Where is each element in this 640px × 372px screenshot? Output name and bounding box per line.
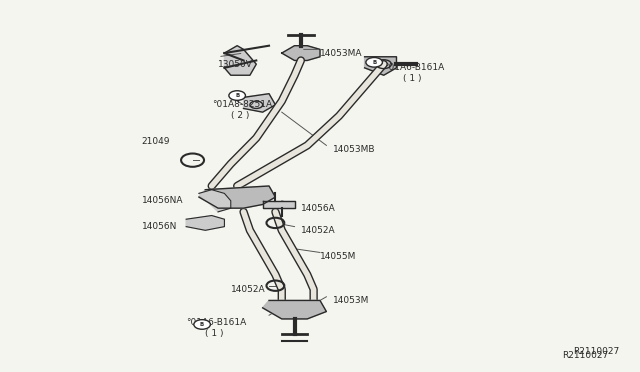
Text: B: B	[200, 322, 204, 327]
Polygon shape	[262, 301, 326, 319]
Text: 14056A: 14056A	[301, 203, 335, 213]
Text: R2110027: R2110027	[573, 347, 620, 356]
Polygon shape	[262, 201, 294, 208]
Text: 13050V: 13050V	[218, 60, 253, 69]
Text: ( 1 ): ( 1 )	[403, 74, 421, 83]
Text: °01A8-8251A: °01A8-8251A	[212, 100, 272, 109]
Text: ( 2 ): ( 2 )	[231, 111, 249, 121]
Text: °01A6-B161A: °01A6-B161A	[186, 318, 246, 327]
Polygon shape	[244, 94, 275, 112]
Text: 14052A: 14052A	[301, 226, 335, 235]
Circle shape	[366, 58, 383, 67]
Text: B: B	[372, 60, 376, 65]
Circle shape	[229, 91, 246, 100]
Text: ( 1 ): ( 1 )	[205, 329, 224, 338]
Text: 14055M: 14055M	[320, 251, 356, 261]
Text: °01A6-B161A: °01A6-B161A	[384, 63, 444, 72]
Text: 14053MA: 14053MA	[320, 49, 362, 58]
Text: 14052A: 14052A	[231, 285, 266, 294]
Polygon shape	[225, 46, 256, 75]
Polygon shape	[282, 46, 320, 61]
Text: 14056NA: 14056NA	[141, 196, 183, 205]
Polygon shape	[186, 215, 225, 230]
Text: B: B	[235, 93, 239, 98]
Circle shape	[194, 320, 211, 329]
Text: 14053M: 14053M	[333, 296, 369, 305]
Polygon shape	[199, 186, 275, 208]
Polygon shape	[199, 190, 231, 212]
Text: 14053MB: 14053MB	[333, 145, 375, 154]
Text: 14056N: 14056N	[141, 222, 177, 231]
Text: 21049: 21049	[141, 137, 170, 146]
Text: R2110027: R2110027	[562, 351, 609, 360]
Polygon shape	[365, 57, 396, 75]
